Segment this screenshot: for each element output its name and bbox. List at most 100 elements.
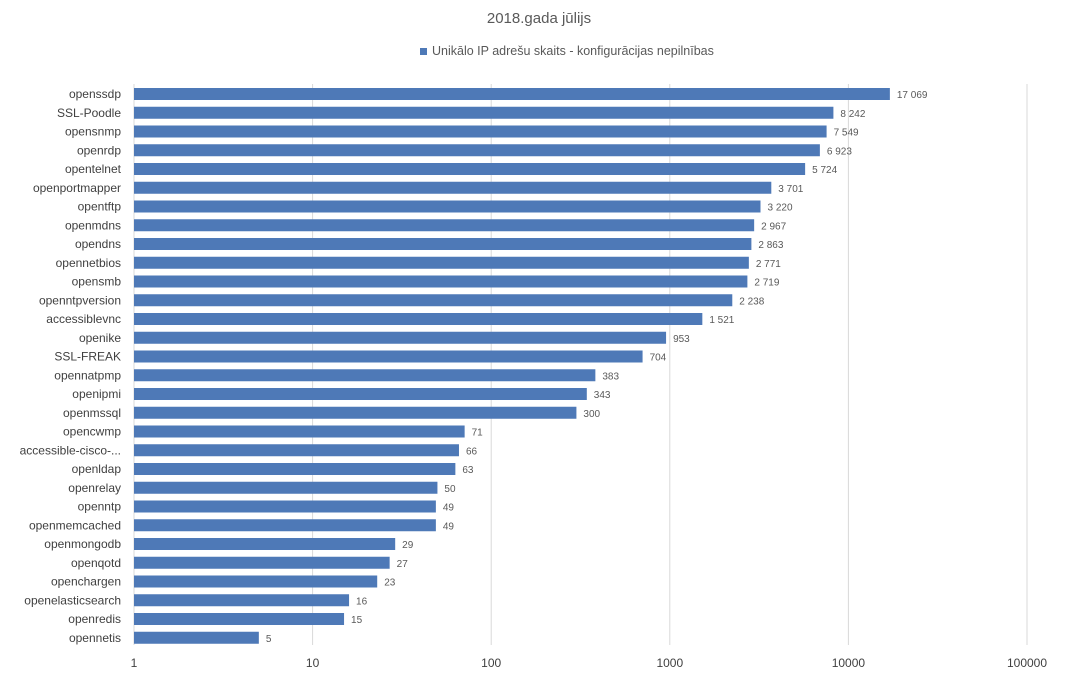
bar [134, 181, 772, 194]
bar [134, 350, 643, 363]
bar [134, 519, 436, 532]
bar [134, 388, 587, 400]
x-tick-label: 10000 [832, 656, 866, 670]
category-label: accessiblevnc [46, 312, 121, 326]
x-tick-label: 100 [481, 656, 501, 670]
bar [134, 219, 755, 232]
chart-title: 2018.gada jūlijs [486, 10, 592, 27]
category-label: openmongodb [44, 537, 121, 551]
data-label: 2 719 [754, 278, 779, 289]
category-label: opennetis [69, 631, 121, 645]
category-label: opennetbios [56, 256, 121, 270]
category-label: openrelay [68, 481, 121, 495]
data-label: 8 242 [840, 109, 865, 120]
bar [134, 369, 596, 382]
legend-swatch [420, 47, 427, 55]
data-label: 49 [443, 521, 455, 532]
category-label: openldap [72, 462, 122, 476]
data-label: 300 [583, 409, 600, 420]
legend: Unikālo IP adrešu skaits - konfigurācija… [420, 44, 714, 58]
data-label: 704 [650, 353, 667, 364]
bar [134, 238, 752, 250]
bar [134, 575, 378, 588]
data-label: 1 521 [709, 315, 734, 326]
bar [134, 594, 350, 607]
category-label: opensmb [72, 275, 122, 289]
category-label: SSL-FREAK [54, 350, 121, 364]
bar [134, 163, 806, 175]
data-label: 17 069 [897, 90, 928, 101]
data-label: 5 724 [812, 165, 837, 176]
category-label: opencwmp [63, 425, 121, 439]
bar [134, 294, 733, 307]
data-label: 7 549 [834, 128, 859, 139]
bar [134, 106, 834, 119]
category-label: opentelnet [65, 162, 122, 176]
data-label: 3 701 [778, 184, 803, 195]
data-label: 15 [351, 615, 363, 626]
bar [134, 463, 456, 475]
bar [134, 481, 438, 494]
bar [134, 331, 667, 344]
data-label: 343 [594, 390, 611, 401]
data-label: 23 [384, 578, 396, 589]
category-label: openrdp [77, 143, 121, 157]
bar [134, 275, 748, 288]
category-label: openelasticsearch [24, 593, 121, 607]
category-label: openipmi [72, 387, 121, 401]
data-label: 27 [397, 559, 409, 570]
data-label: 66 [466, 446, 478, 457]
bar [134, 444, 459, 457]
data-label: 2 967 [761, 221, 786, 232]
category-label: accessible-cisco-... [20, 443, 121, 457]
data-label: 2 863 [758, 240, 783, 251]
bar [134, 538, 396, 550]
bar [134, 88, 890, 100]
category-label: opendns [75, 237, 121, 251]
x-tick-label: 100000 [1007, 656, 1047, 670]
category-label: SSL-Poodle [57, 106, 121, 120]
x-tick-label: 1 [131, 656, 138, 670]
category-label: openqotd [71, 556, 121, 570]
legend-label: Unikālo IP adrešu skaits - konfigurācija… [432, 44, 714, 58]
bar [134, 144, 820, 157]
data-label: 953 [673, 334, 690, 345]
bar [134, 313, 703, 325]
category-label: openredis [68, 612, 121, 626]
category-label: openntpversion [39, 293, 121, 307]
data-label: 6 923 [827, 146, 852, 157]
bar [134, 256, 749, 269]
category-label: openchargen [51, 575, 121, 589]
data-label: 49 [443, 503, 455, 514]
data-label: 50 [444, 484, 456, 495]
category-label: openportmapper [33, 181, 121, 195]
data-label: 2 771 [756, 259, 781, 270]
x-tick-label: 10 [306, 656, 320, 670]
data-label: 5 [266, 634, 272, 645]
bar [134, 631, 259, 644]
category-label: openike [79, 331, 121, 345]
category-label: opentftp [78, 200, 122, 214]
data-label: 71 [472, 428, 484, 439]
bar [134, 200, 761, 213]
data-label: 2 238 [739, 296, 764, 307]
data-label: 16 [356, 596, 368, 607]
category-label: openmdns [65, 218, 121, 232]
category-label: openntp [78, 500, 122, 514]
data-label: 3 220 [768, 203, 793, 214]
data-label: 383 [602, 371, 619, 382]
bar [134, 125, 827, 138]
bar [134, 500, 436, 513]
data-label: 29 [402, 540, 414, 551]
data-label: 63 [462, 465, 474, 476]
category-label: opennatpmp [54, 368, 121, 382]
category-label: openmemcached [29, 518, 121, 532]
bar [134, 406, 577, 419]
bar [134, 425, 465, 438]
category-label: openmssql [63, 406, 121, 420]
bar [134, 613, 345, 625]
x-tick-label: 1000 [656, 656, 683, 670]
bar [134, 556, 390, 569]
category-label: openssdp [69, 87, 121, 101]
